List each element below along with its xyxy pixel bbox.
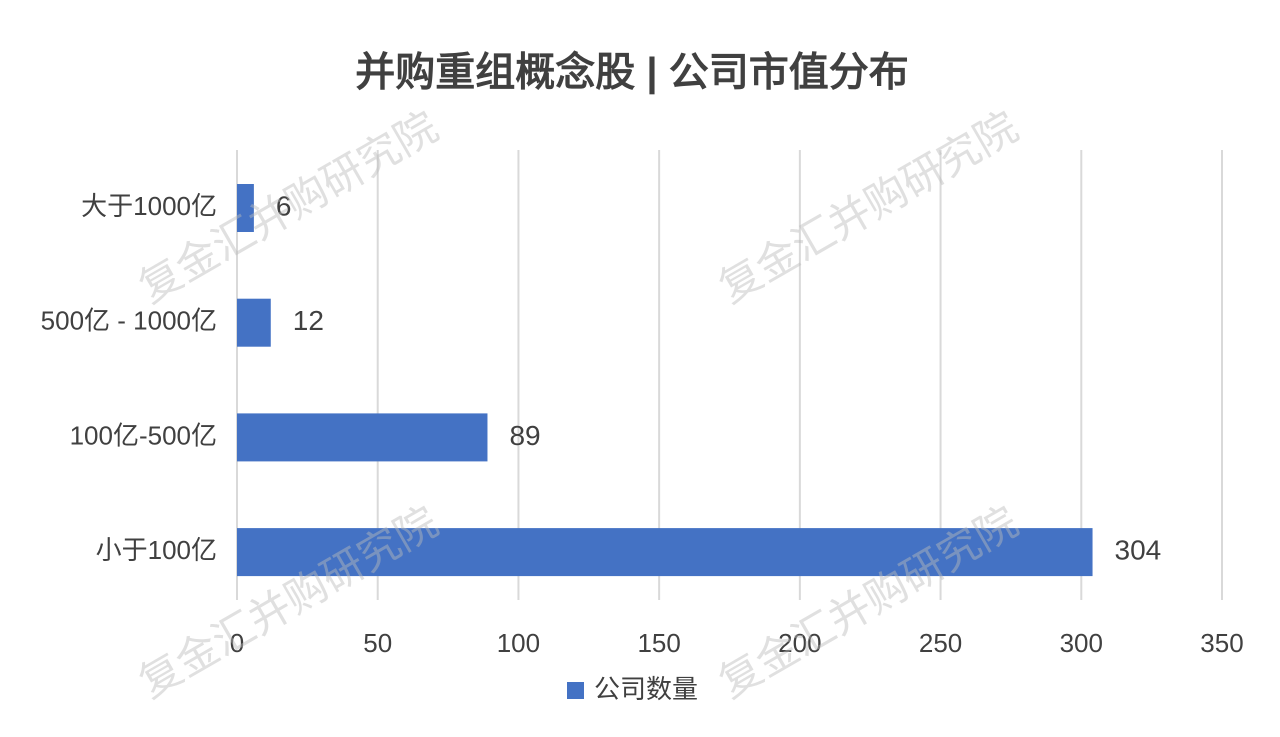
x-tick-label: 150 (637, 628, 680, 658)
y-tick-label: 大于1000亿 (81, 191, 217, 221)
x-tick-label: 300 (1060, 628, 1103, 658)
data-label: 6 (276, 190, 292, 221)
y-tick-label: 100亿-500亿 (70, 420, 217, 450)
legend-label: 公司数量 (594, 674, 698, 704)
data-label: 12 (293, 305, 324, 336)
bar (237, 298, 271, 347)
y-tick-label: 500亿 - 1000亿 (41, 306, 217, 336)
bar (237, 413, 488, 462)
x-tick-label: 100 (497, 628, 540, 658)
bar (237, 184, 254, 232)
legend-swatch (567, 682, 584, 699)
watermark: 复金汇并购研究院 (711, 103, 1025, 312)
x-tick-label: 0 (230, 628, 244, 658)
data-label: 89 (509, 420, 540, 451)
x-tick-label: 200 (778, 628, 821, 658)
data-label: 304 (1115, 534, 1162, 565)
bar (237, 528, 1093, 577)
y-tick-label: 小于100亿 (96, 535, 217, 565)
x-tick-label: 250 (919, 628, 962, 658)
chart-title: 并购重组概念股 | 公司市值分布 (355, 50, 908, 95)
x-tick-label: 350 (1200, 628, 1243, 658)
x-tick-label: 50 (363, 628, 392, 658)
